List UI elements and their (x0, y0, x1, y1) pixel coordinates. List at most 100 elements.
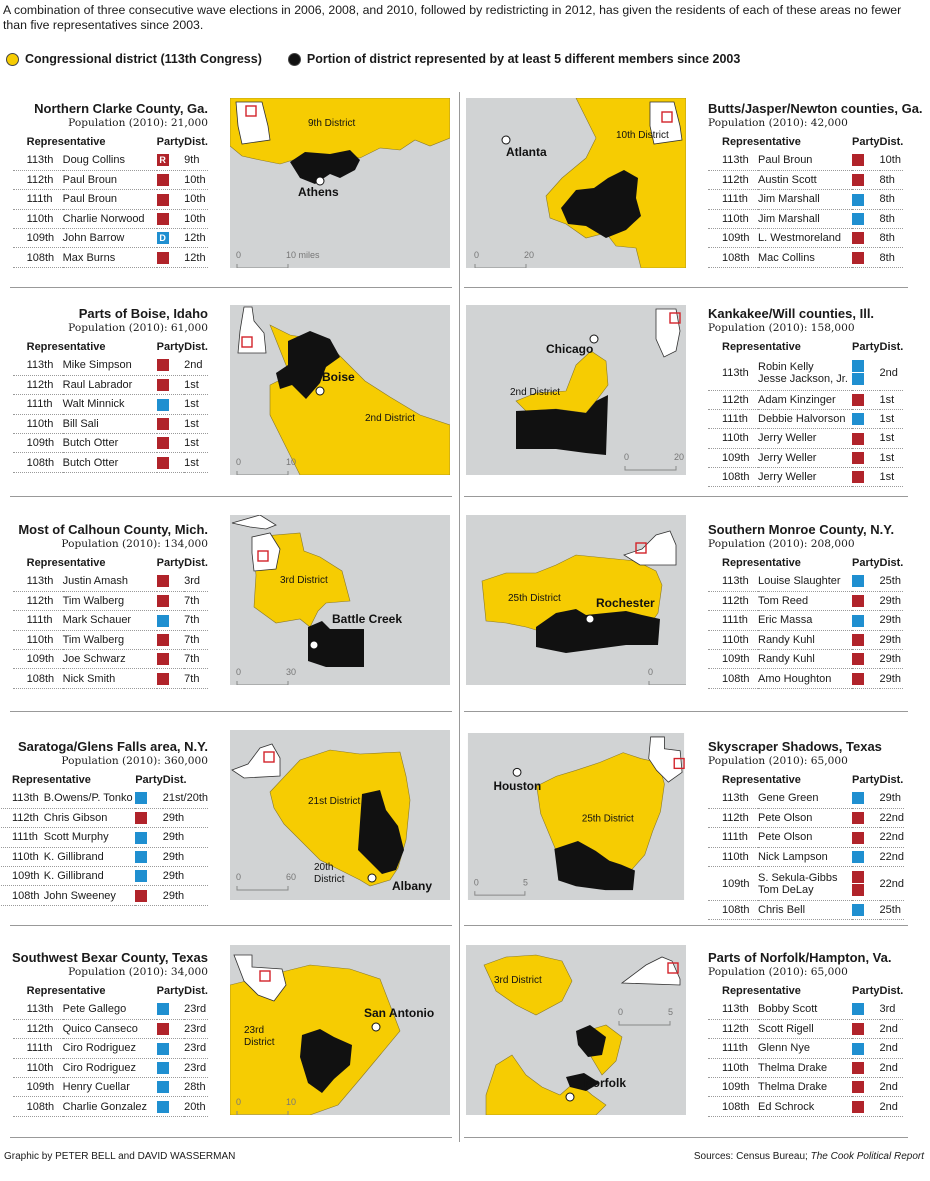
header-party: Party (157, 133, 185, 151)
democrat-badge (135, 870, 147, 882)
footer-sources: Sources: Census Bureau; The Cook Politic… (694, 1151, 924, 1162)
democrat-badge (852, 194, 864, 206)
party-cell (852, 356, 880, 390)
representative-name: Walt Minnick (63, 398, 157, 410)
representative-name: Max Burns (63, 252, 157, 264)
city-label: Boise (322, 370, 355, 384)
table-row: 111th Glenn Nye 2nd (708, 1039, 903, 1058)
district-number: 2nd (880, 1019, 904, 1038)
republican-badge (157, 418, 169, 430)
district-number: 22nd (880, 828, 904, 847)
table-row: 112th Scott Rigell 2nd (708, 1019, 903, 1038)
table-row: 111th Jim Marshall 8th (708, 190, 903, 209)
table-row: 112th Tom Reed 29th (708, 591, 903, 610)
district-number: 1st (184, 434, 208, 453)
district-number: 1st (184, 395, 208, 414)
congress-number: 108th (708, 248, 758, 267)
scale-zero: 0 (236, 1097, 241, 1107)
congress-number: 111th (708, 190, 758, 209)
table-row: 108th Butch Otter 1st (13, 453, 208, 472)
party-cell (135, 886, 163, 905)
party-cell (135, 828, 163, 847)
region-title: Parts of Norfolk/Hampton, Va. (708, 950, 918, 965)
congress-number: 109th (13, 1078, 63, 1097)
party-cell (852, 669, 880, 688)
district-number: 29th (880, 630, 904, 649)
legend-portion: Portion of district represented by at le… (288, 52, 740, 66)
republican-badge (157, 194, 169, 206)
representative-name-cell: Nick Lampson (758, 847, 852, 866)
table-row: 110th Jim Marshall 8th (708, 209, 903, 228)
representatives-table: Representative Party Dist. 113th Pete Galleg… (13, 982, 208, 1117)
district-number: 7th (184, 630, 208, 649)
header-party: Party (852, 338, 880, 356)
democrat-badge (135, 792, 147, 804)
table-row: 113th Bobby Scott 3rd (708, 1000, 903, 1019)
scale-max: 10 (286, 457, 296, 467)
table-row: 109th Jerry Weller 1st (708, 448, 903, 467)
party-cell (852, 170, 880, 189)
representative-name-cell: Mike Simpson (63, 356, 157, 375)
representative-name-cell: Adam Kinzinger (758, 390, 852, 409)
representatives-table: Representative Party Dist. 113th Doug Collin… (13, 133, 208, 268)
district-number: 9th (184, 151, 208, 170)
representative-name: Tom Reed (758, 595, 852, 607)
democrat-badge (852, 360, 864, 372)
representative-name: Justin Amash (63, 575, 157, 587)
representative-name-cell: Butch Otter (63, 434, 157, 453)
party-cell (157, 356, 185, 375)
district-label-b: District (244, 1037, 275, 1048)
representative-name-cell: Jerry Weller (758, 448, 852, 467)
table-row: 109th K. Gillibrand 29th (0, 867, 208, 886)
header-district: Dist. (880, 554, 904, 572)
representative-name: Adam Kinzinger (758, 394, 852, 406)
democrat-badge (157, 1062, 169, 1074)
table-row: 113th Mike Simpson 2nd (13, 356, 208, 375)
party-cell (852, 248, 880, 267)
republican-badge (852, 232, 864, 244)
table-row: 112th Chris Gibson 29th (0, 808, 208, 827)
district-number: 29th (163, 847, 208, 866)
representative-name-cell: Randy Kuhl (758, 650, 852, 669)
representatives-table: Representative Party Dist. 113th Gene Green 2… (708, 771, 904, 920)
representative-name-cell: Nick Smith (63, 669, 157, 688)
district-number: 1st (880, 429, 904, 448)
representative-name-cell: Ed Schrock (758, 1097, 852, 1116)
table-row: 111th Ciro Rodriguez 23rd (13, 1039, 208, 1058)
district-number: 2nd (880, 1058, 904, 1077)
representative-name-cell: Paul Broun (63, 170, 157, 189)
representative-name: Thelma Drake (758, 1062, 852, 1074)
democrat-badge (157, 1043, 169, 1055)
district-number: 29th (163, 808, 208, 827)
republican-badge (852, 634, 864, 646)
city-dot (513, 768, 521, 776)
democrat-badge (135, 832, 147, 844)
footer-sources-prefix: Sources: Census Bureau; (694, 1151, 811, 1162)
table-row: 112th Austin Scott 8th (708, 170, 903, 189)
district-number: 23rd (184, 1039, 208, 1058)
table-row: 108th Jerry Weller 1st (708, 468, 903, 487)
city-label: Athens (298, 185, 339, 199)
table-row: 113th Gene Green 29th (708, 789, 904, 808)
header-party: Party (157, 338, 185, 356)
header-representative: Representative (13, 338, 157, 356)
party-cell (852, 1019, 880, 1038)
table-row: 108th Mac Collins 8th (708, 248, 903, 267)
representative-name-cell: Charlie Gonzalez (63, 1097, 157, 1116)
district-number: 23rd (184, 1019, 208, 1038)
representative-name: S. Sekula-Gibbs (758, 872, 852, 884)
table-row: 110th Thelma Drake 2nd (708, 1058, 903, 1077)
republican-badge (852, 452, 864, 464)
district-label: 25th District (508, 593, 561, 604)
representative-name: Pete Olson (758, 831, 852, 843)
representative-name: Quico Canseco (63, 1023, 157, 1035)
representative-name: Ciro Rodriguez (63, 1062, 157, 1074)
congress-number: 108th (13, 453, 63, 472)
table-row: 109th L. Westmoreland 8th (708, 229, 903, 248)
representative-name: Glenn Nye (758, 1042, 852, 1054)
democrat-badge (135, 851, 147, 863)
party-cell (852, 1039, 880, 1058)
table-row: 112th Quico Canseco 23rd (13, 1019, 208, 1038)
district-number: 10th (184, 170, 208, 189)
congress-number: 113th (708, 789, 758, 808)
